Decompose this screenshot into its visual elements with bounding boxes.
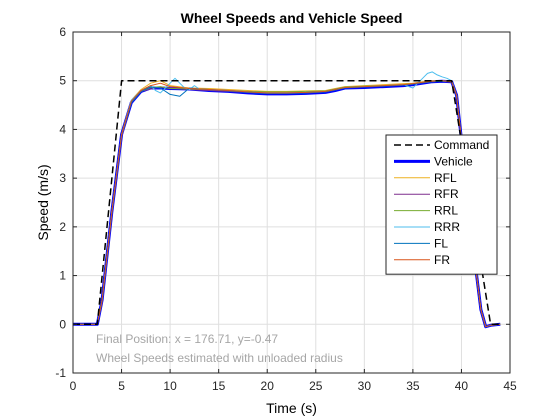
x-tick-label: 10	[163, 379, 177, 393]
x-tick-label: 35	[406, 379, 420, 393]
legend: Command Vehicle RFL RFR RRL RRR FL FR	[385, 134, 498, 275]
y-tick-label: 0	[59, 317, 66, 331]
annotation-final-position: Final Position: x = 176.71, y=-0.47	[96, 332, 278, 346]
legend-label-rfl: RFL	[434, 171, 457, 185]
y-axis-label: Speed (m/s)	[35, 164, 51, 240]
y-tick-label: 3	[59, 171, 66, 185]
series-layer	[73, 71, 501, 329]
x-tick-label: 0	[70, 379, 77, 393]
legend-label-command: Command	[434, 138, 489, 152]
chart-title: Wheel Speeds and Vehicle Speed	[181, 10, 403, 26]
legend-label-rfr: RFR	[434, 187, 459, 201]
series-line-command	[73, 79, 501, 326]
legend-label-fl: FL	[434, 236, 448, 250]
legend-label-vehicle: Vehicle	[434, 154, 473, 168]
x-tick-label: 20	[261, 379, 275, 393]
x-tick-label: 5	[118, 379, 125, 393]
annotation-wheel-speeds-note: Wheel Speeds estimated with unloaded rad…	[96, 351, 343, 365]
x-tick-label: 30	[358, 379, 372, 393]
legend-label-rrr: RRR	[434, 220, 460, 234]
y-tick-label: -1	[55, 366, 66, 380]
y-tick-label: 2	[59, 220, 66, 234]
x-tick-label: 15	[212, 379, 226, 393]
legend-label-rrl: RRL	[434, 204, 458, 218]
y-tick-label: 4	[59, 122, 66, 136]
axes-box	[72, 31, 511, 374]
y-tick-label: 5	[59, 74, 66, 88]
legend-label-fr: FR	[434, 253, 450, 267]
legend-box	[385, 134, 498, 275]
x-axis-label: Time (s)	[266, 400, 317, 416]
y-tick-label: 6	[59, 25, 66, 39]
y-tick-label: 1	[59, 269, 66, 283]
x-tick-label: 40	[455, 379, 469, 393]
x-tick-label: 25	[309, 379, 323, 393]
x-tick-label: 45	[503, 379, 517, 393]
series-line-fr	[73, 80, 501, 328]
